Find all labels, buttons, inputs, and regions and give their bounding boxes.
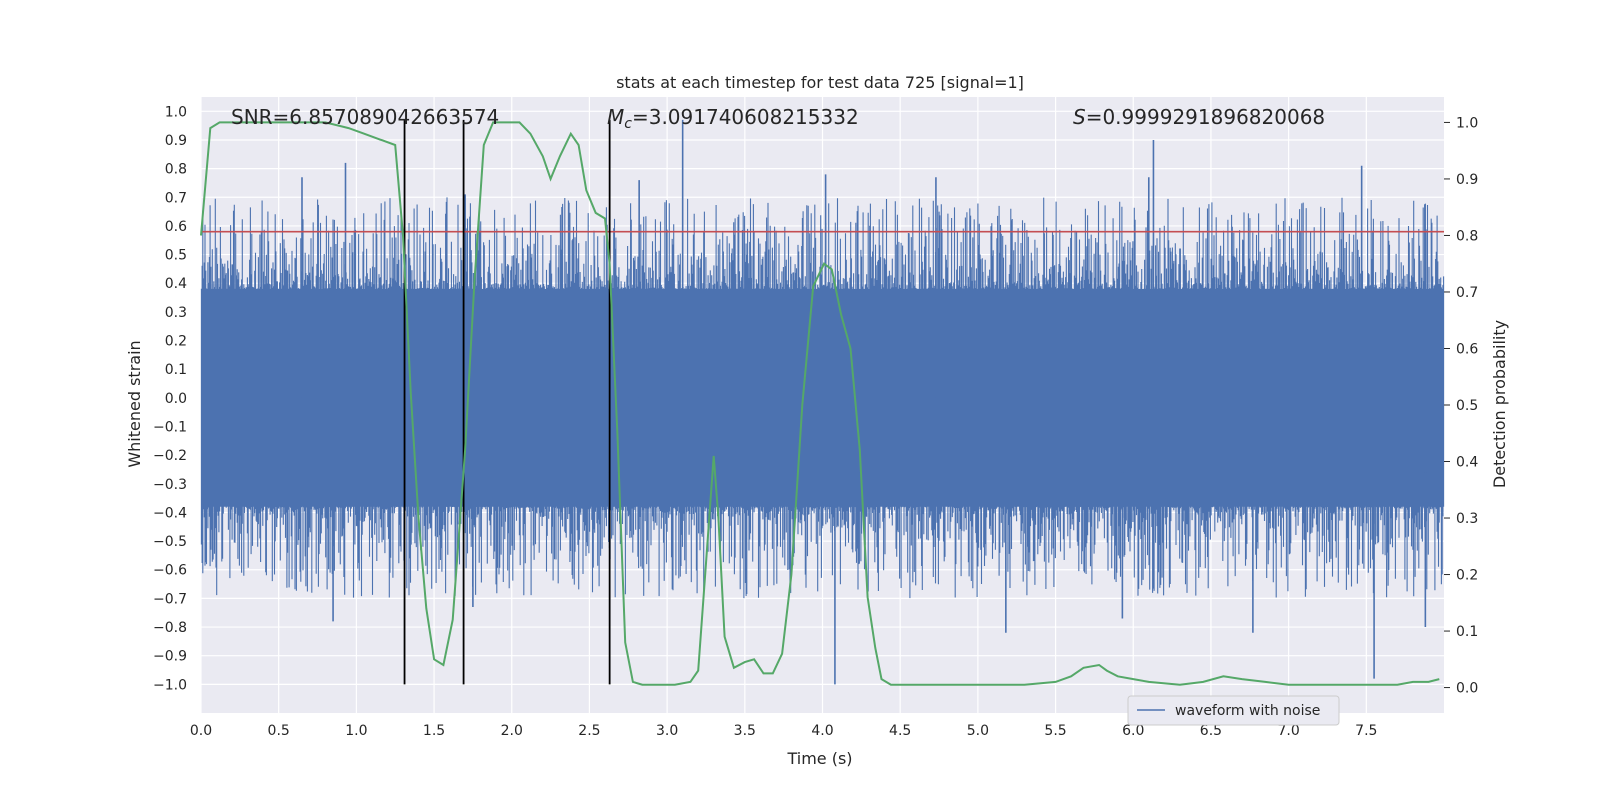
y-tick-label: 0.9	[165, 133, 187, 149]
x-tick-label: 4.0	[811, 723, 833, 739]
x-tick-label: 5.5	[1044, 723, 1066, 739]
y-right-tick-label: 0.8	[1456, 228, 1478, 244]
y-right-tick-label: 0.5	[1456, 398, 1478, 414]
y-tick-label: 0.5	[165, 248, 187, 264]
y-tick-label: −0.4	[153, 505, 187, 521]
x-tick-label: 2.5	[578, 723, 600, 739]
y-tick-label: −0.6	[153, 563, 187, 579]
x-tick-label: 0.0	[190, 723, 212, 739]
y-right-axis-label: Detection probability	[1490, 320, 1509, 488]
x-tick-label: 6.0	[1122, 723, 1144, 739]
y-tick-label: 0.6	[165, 219, 187, 235]
chart-title: stats at each timestep for test data 725…	[616, 73, 1024, 92]
x-tick-label: 1.5	[423, 723, 445, 739]
x-tick-label: 7.0	[1277, 723, 1299, 739]
y-tick-label: 0.4	[165, 276, 187, 292]
chirp-mass-subscript: c	[624, 116, 632, 132]
y-tick-label: 0.1	[165, 362, 187, 378]
y-tick-label: 0.8	[165, 162, 187, 178]
chirp-mass-annotation: Mc=3.091740608215332	[607, 105, 859, 132]
x-tick-label: 6.5	[1200, 723, 1222, 739]
waveform-core	[201, 323, 1444, 473]
chirp-mass-symbol: M	[607, 105, 624, 129]
y-right-axis-ticks: 0.0 0.1 0.2 0.3 0.4 0.5 0.6 0.7 0.8 0.9 1.0	[1444, 115, 1478, 697]
y-tick-label: −0.3	[153, 477, 187, 493]
y-tick-label: −0.1	[153, 419, 187, 435]
x-tick-label: 5.0	[967, 723, 989, 739]
legend: waveform with noise	[1127, 695, 1340, 726]
y-right-tick-label: 0.0	[1456, 681, 1478, 697]
y-tick-label: 0.3	[165, 305, 187, 321]
y-tick-label: −1.0	[153, 677, 187, 693]
x-tick-label: 3.0	[656, 723, 678, 739]
statistic-value: =0.9999291896820068	[1086, 105, 1325, 129]
y-right-tick-label: 0.6	[1456, 341, 1478, 357]
snr-annotation: SNR=6.857089042663574	[231, 105, 499, 129]
x-tick-label: 2.0	[501, 723, 523, 739]
y-tick-label: 1.0	[165, 104, 187, 120]
chirp-mass-value: =3.091740608215332	[632, 105, 859, 129]
y-axis-label: Whitened strain	[125, 340, 144, 467]
vertical-markers	[403, 119, 611, 685]
y-tick-label: −0.7	[153, 591, 187, 607]
y-right-tick-label: 0.1	[1456, 624, 1478, 640]
x-tick-label: 3.5	[734, 723, 756, 739]
x-tick-label: 7.5	[1355, 723, 1377, 739]
y-axis-ticks: −1.0 −0.9 −0.8 −0.7 −0.6 −0.5 −0.4 −0.3 −0.2 −0.1…	[153, 104, 187, 693]
legend-box	[1127, 695, 1340, 726]
statistic-annotation: S=0.9999291896820068	[1073, 105, 1325, 129]
y-tick-label: −0.8	[153, 620, 187, 636]
x-tick-label: 1.0	[345, 723, 367, 739]
y-tick-label: −0.5	[153, 534, 187, 550]
y-tick-label: 0.0	[165, 391, 187, 407]
y-right-tick-label: 0.2	[1456, 568, 1478, 584]
x-axis-label: Time (s)	[786, 749, 852, 768]
y-tick-label: −0.2	[153, 448, 187, 464]
y-tick-label: 0.7	[165, 190, 187, 206]
statistic-symbol: S	[1073, 105, 1086, 129]
probability-line	[200, 121, 1440, 686]
y-right-tick-label: 0.7	[1456, 285, 1478, 301]
y-tick-label: −0.9	[153, 649, 187, 665]
y-right-tick-label: 0.9	[1456, 172, 1478, 188]
probability-series	[200, 121, 1440, 686]
x-tick-label: 0.5	[268, 723, 290, 739]
x-tick-label: 4.5	[889, 723, 911, 739]
y-tick-label: 0.2	[165, 334, 187, 350]
y-right-tick-label: 1.0	[1456, 115, 1478, 131]
y-right-tick-label: 0.3	[1456, 511, 1478, 527]
x-axis-ticks: 0.0 0.5 1.0 1.5 2.0 2.5 3.0 3.5 4.0 4.5 5.0 5.5 6.0 6…	[190, 723, 1378, 739]
y-right-tick-label: 0.4	[1456, 455, 1478, 471]
legend-label: waveform with noise	[1175, 703, 1320, 719]
